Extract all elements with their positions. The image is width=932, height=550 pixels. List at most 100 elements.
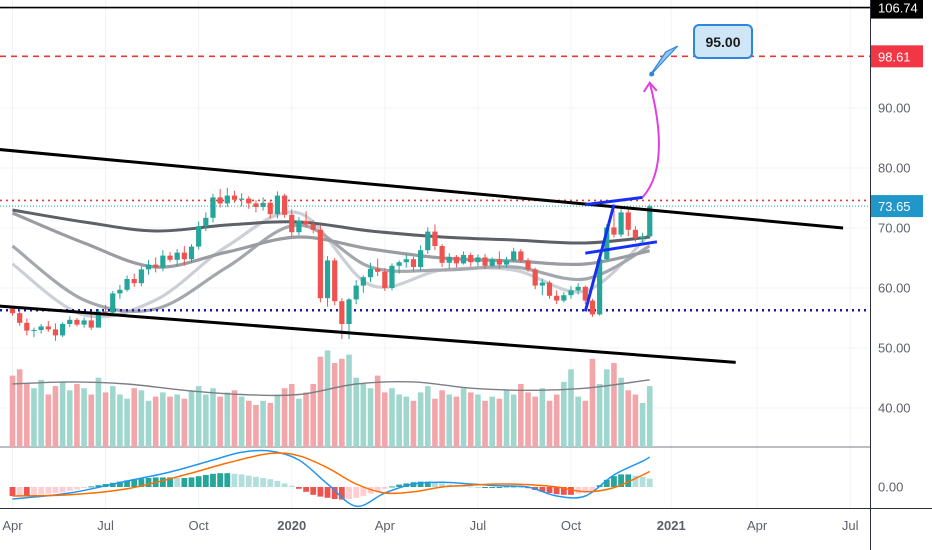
candle-body xyxy=(310,224,316,230)
macd-histogram-bar xyxy=(589,487,596,491)
macd-histogram-bar xyxy=(603,479,610,487)
candle-body xyxy=(31,330,37,331)
macd-histogram-bar xyxy=(253,476,259,487)
volume-bar xyxy=(167,396,173,447)
candle-body xyxy=(353,285,359,300)
volume-bar xyxy=(95,377,102,447)
volume-bar xyxy=(160,392,166,447)
macd-histogram-bar xyxy=(52,487,59,493)
macd-histogram-bar xyxy=(381,487,388,489)
macd-histogram-bar xyxy=(632,475,639,487)
macd-histogram-bar xyxy=(475,487,481,488)
candle-body xyxy=(639,236,646,239)
price-tag-box xyxy=(871,0,923,19)
price-tick-label: 40.00 xyxy=(878,401,911,416)
volume-ma-line xyxy=(12,379,650,397)
macd-histogram-bar xyxy=(346,487,352,499)
candle-body xyxy=(267,202,273,215)
macd-histogram-bar xyxy=(59,487,66,493)
volume-bar xyxy=(503,390,510,447)
macd-histogram-bar xyxy=(646,478,653,487)
flag-upper-line xyxy=(585,195,643,207)
candle-body xyxy=(281,195,288,215)
volume-bar xyxy=(124,398,130,447)
volume-bar xyxy=(539,388,546,447)
moving-averages xyxy=(11,208,651,319)
macd-histogram-bar xyxy=(16,487,23,496)
volume-bar xyxy=(138,390,145,447)
volume-bar xyxy=(374,375,381,447)
candle-body xyxy=(453,256,460,264)
macd-histogram-bar xyxy=(267,479,274,487)
candle-body xyxy=(188,246,195,260)
volume-bar xyxy=(424,386,431,447)
macd-histogram-bar xyxy=(245,475,252,487)
macd-histogram-bar xyxy=(238,474,245,487)
candle-body xyxy=(239,198,245,200)
macd-histogram-bar xyxy=(360,487,367,496)
moving-average-line xyxy=(11,223,651,314)
candle-body xyxy=(396,262,402,266)
price-tag-box xyxy=(871,45,923,68)
volume-bar xyxy=(174,394,180,447)
candle-body xyxy=(539,282,545,286)
macd-histogram-bar xyxy=(510,486,517,488)
volume-bar xyxy=(403,396,410,447)
volume-bar xyxy=(195,386,202,447)
macd-histogram-bar xyxy=(224,473,231,487)
candle-body xyxy=(289,214,295,233)
candle-body xyxy=(546,282,553,296)
macd-pane xyxy=(9,449,653,507)
volume-bar xyxy=(611,363,617,447)
candle-body xyxy=(496,259,502,265)
volume-bar xyxy=(109,386,116,447)
volume-bar xyxy=(568,369,574,447)
volume-bar xyxy=(532,396,538,447)
price-tick-label: 50.00 xyxy=(878,341,911,356)
time-tick-label: 2021 xyxy=(657,518,686,533)
time-axis[interactable]: Apr Jul Oct 2020 Apr Jul Oct 2021 Apr Jul xyxy=(2,518,858,533)
macd-histogram-bar xyxy=(317,487,324,497)
macd-histogram-bar xyxy=(482,487,488,488)
price-tag-label: 73.65 xyxy=(878,199,911,214)
volume-bar xyxy=(596,384,603,447)
volume-bar xyxy=(210,388,216,447)
candle-body xyxy=(554,295,560,301)
candle-body xyxy=(95,311,102,328)
macd-histogram-bar xyxy=(389,486,395,488)
volume-bar xyxy=(152,396,159,447)
volume-bar xyxy=(546,400,553,447)
candle-body xyxy=(324,260,331,299)
candle-body xyxy=(432,231,438,246)
candle-body xyxy=(511,251,517,261)
candle-body xyxy=(102,311,109,313)
candle-body xyxy=(88,320,94,328)
candle-body xyxy=(52,329,59,336)
volume-bar xyxy=(66,390,73,447)
candle-body xyxy=(203,217,209,227)
time-tick-label: Jul xyxy=(470,518,487,533)
candle-body xyxy=(260,202,266,207)
candle-body xyxy=(196,226,202,247)
candle-body xyxy=(525,260,531,270)
price-axis[interactable]: 40.00 50.00 60.00 70.00 80.00 90.00 0.00 106.74… xyxy=(871,0,923,495)
volume-bar xyxy=(188,390,195,447)
volume-bar xyxy=(117,394,123,447)
volume-bar xyxy=(253,405,259,447)
candle-body xyxy=(618,212,624,235)
candle-body xyxy=(160,255,166,268)
volume-bar xyxy=(267,402,274,447)
projection-path xyxy=(641,82,660,199)
flag-lower-line xyxy=(585,240,658,255)
candle-body xyxy=(24,322,30,331)
time-tick-label: Jul xyxy=(842,518,859,533)
volume-bar xyxy=(245,400,252,447)
candle-body xyxy=(153,264,159,268)
macd-histogram-bar xyxy=(281,483,288,487)
candle-body xyxy=(568,290,574,296)
macd-histogram-bar xyxy=(517,487,524,488)
volume-bar xyxy=(296,398,302,447)
candle-body xyxy=(460,255,467,264)
volume-bar xyxy=(496,398,503,447)
